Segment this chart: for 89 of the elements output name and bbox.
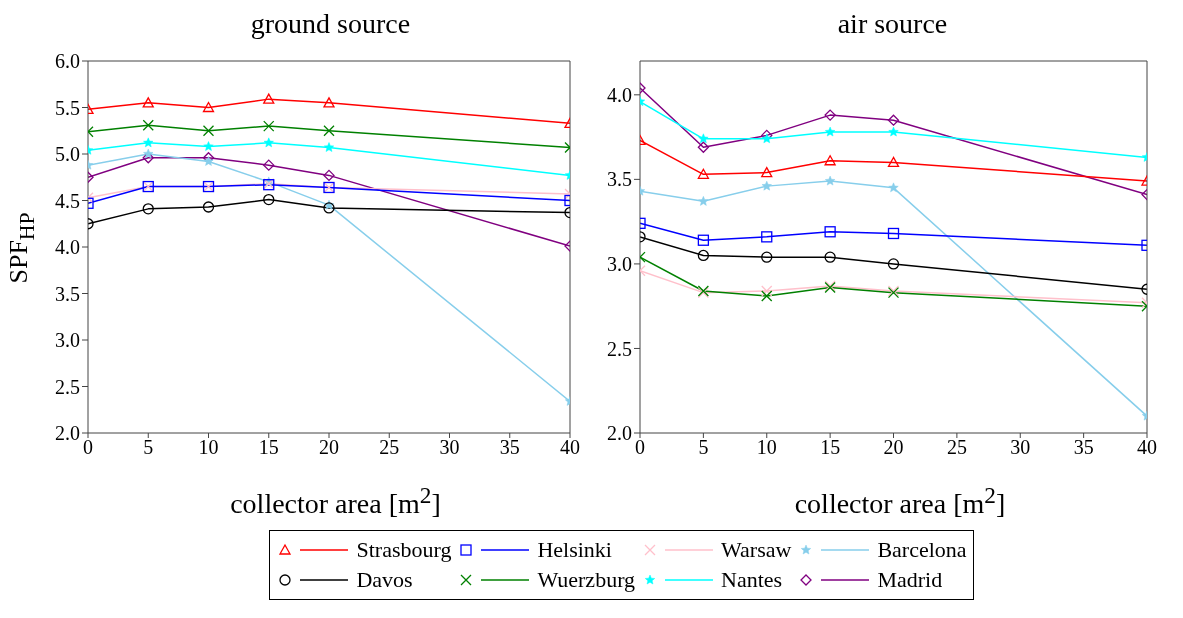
point — [824, 226, 836, 238]
point — [323, 142, 335, 152]
y-tick-label: 2.0 — [55, 422, 80, 445]
point — [887, 258, 900, 270]
point — [761, 166, 773, 178]
x-tick-label: 30 — [439, 436, 460, 459]
legend-label: Madrid — [877, 567, 943, 594]
x-tick-label: 0 — [83, 436, 93, 459]
legend-label: Strasbourg — [356, 537, 452, 564]
x-tick-label: 25 — [946, 436, 967, 459]
point — [263, 120, 275, 132]
point — [203, 141, 214, 151]
x-axis-title: collector area [m$^{2}$] — [793, 482, 1007, 521]
point — [761, 290, 773, 302]
point — [142, 119, 154, 131]
point — [697, 168, 710, 179]
legend-label: Barcelona — [877, 537, 967, 564]
x-tick-label: 20 — [319, 436, 339, 459]
point — [263, 193, 275, 206]
x-tick-label: 30 — [1010, 436, 1031, 459]
point — [825, 126, 836, 137]
x-tick-label: 35 — [499, 436, 520, 459]
point — [142, 203, 154, 215]
y-tick-label: 5.5 — [55, 96, 80, 119]
point — [202, 201, 215, 213]
point — [323, 125, 335, 137]
x-tick-label: 40 — [560, 436, 580, 459]
point — [143, 148, 154, 159]
x-tick-label: 20 — [883, 436, 904, 459]
y-tick-label: 2.5 — [55, 375, 80, 398]
y-tick-label: 3.0 — [55, 329, 80, 352]
point — [887, 156, 900, 168]
point — [323, 202, 335, 214]
legend-label: Wuerzburg — [537, 567, 636, 594]
y-tick-label: 3.5 — [607, 168, 632, 191]
y-tick-label: 5.0 — [55, 143, 80, 166]
x-tick-label: 25 — [379, 436, 400, 459]
x-tick-label: 10 — [756, 436, 777, 459]
point — [761, 180, 772, 191]
y-tick-label: 4.0 — [55, 236, 80, 259]
point — [697, 234, 710, 246]
point — [887, 114, 900, 126]
y-tick-label: 6.0 — [55, 50, 80, 73]
point — [143, 137, 154, 148]
y-tick-label: 3.5 — [55, 282, 80, 305]
point — [202, 101, 215, 113]
x-tick-label: 0 — [635, 436, 645, 459]
point — [761, 231, 773, 243]
legend-label: Helsinki — [537, 537, 612, 564]
point — [323, 97, 335, 108]
legend-label: Nantes — [721, 567, 783, 594]
point — [825, 175, 836, 186]
point — [824, 109, 836, 121]
x-tick-label: 15 — [258, 436, 279, 459]
x-tick-label: 5 — [698, 436, 709, 459]
legend-label: Davos — [356, 567, 413, 594]
x-tick-label: 10 — [198, 436, 219, 459]
x-tick-label: 15 — [820, 436, 841, 459]
point — [761, 133, 772, 144]
point — [888, 126, 899, 137]
point — [698, 196, 709, 206]
point — [697, 249, 710, 262]
point — [887, 227, 900, 240]
legend-label: Warsaw — [721, 537, 792, 564]
point — [203, 156, 214, 166]
x-tick-label: 35 — [1073, 436, 1094, 459]
point — [142, 97, 154, 108]
point — [263, 159, 275, 171]
point — [697, 141, 710, 153]
y-tick-label: 4.5 — [55, 189, 80, 212]
point — [263, 137, 274, 148]
x-axis-title: collector area [m$^{2}$] — [229, 482, 442, 521]
y-tick-label: 2.0 — [607, 422, 632, 445]
point — [263, 93, 275, 104]
y-tick-label: 4.0 — [607, 83, 632, 106]
x-tick-label: 40 — [1137, 436, 1157, 459]
point — [761, 285, 773, 297]
point — [888, 182, 899, 193]
point — [761, 251, 773, 263]
point — [698, 133, 709, 144]
point — [824, 251, 836, 263]
chart-title: air source — [836, 8, 949, 41]
chart-title: ground source — [249, 8, 412, 41]
y-tick-label: 2.5 — [607, 337, 632, 360]
point — [824, 155, 836, 166]
x-tick-label: 5 — [143, 436, 154, 459]
point — [323, 169, 335, 182]
y-tick-label: 3.0 — [607, 253, 632, 276]
point — [202, 125, 215, 137]
